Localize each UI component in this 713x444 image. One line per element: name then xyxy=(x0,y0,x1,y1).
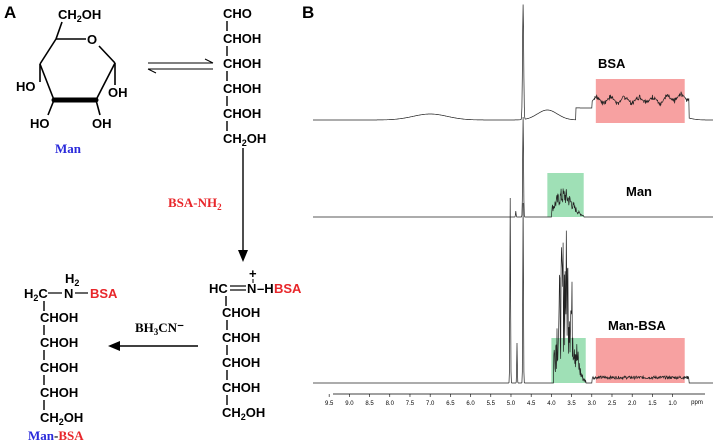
imine-plus: + xyxy=(249,266,257,281)
x-tick-label: 1.0 xyxy=(668,401,677,407)
open-chain-mannose: CHO CHOH CHOH CHOH CHOH CH2OH xyxy=(223,6,266,148)
reagent-bsa-nh2: BSA-NH2 xyxy=(168,195,222,212)
chain-group: CHOH xyxy=(222,380,260,395)
spectrum-label-man: Man xyxy=(626,184,652,199)
imine-n: N xyxy=(247,281,256,296)
ring-ho-left: HO xyxy=(16,79,36,94)
reaction-arrow-left xyxy=(108,341,198,351)
ring-ho-bottom: HO xyxy=(30,116,50,131)
x-tick-label: 9.5 xyxy=(325,401,334,407)
amine-n: N xyxy=(64,286,73,301)
imine-hc: HC xyxy=(209,281,228,296)
chain-group: CHOH xyxy=(222,355,260,370)
x-tick-label: 5.0 xyxy=(507,401,516,407)
x-tick-label: 3.0 xyxy=(588,401,597,407)
spectrum-label-bsa: BSA xyxy=(598,56,626,71)
x-tick-label: 2.0 xyxy=(628,401,637,407)
amine-bsa: BSA xyxy=(90,286,118,301)
product-label: Man-BSA xyxy=(28,428,84,443)
amine-h2c: H2C xyxy=(24,286,48,303)
chain-group: CHOH xyxy=(223,56,261,71)
x-tick-label: 5.5 xyxy=(487,401,496,407)
x-tick-label: 7.5 xyxy=(406,401,415,407)
x-tick-label: 4.5 xyxy=(527,401,536,407)
chain-group: CH2OH xyxy=(40,410,83,427)
spectrum-trace-bsa xyxy=(313,4,713,121)
chain-group: CHOH xyxy=(222,330,260,345)
equilibrium-arrows xyxy=(147,58,214,74)
highlight-region xyxy=(595,338,685,383)
chain-group: CHOH xyxy=(223,31,261,46)
chain-group: CHOH xyxy=(222,305,260,320)
imine-bsa: BSA xyxy=(274,281,302,296)
imine-chain: CHOH CHOH CHOH CHOH CH2OH xyxy=(222,296,265,422)
panel-label-a: A xyxy=(4,3,16,22)
x-tick-label: 2.5 xyxy=(608,401,617,407)
ring-oh-right: OH xyxy=(108,85,128,100)
ring-oxygen: O xyxy=(87,32,97,47)
chain-group: CHO xyxy=(223,6,252,21)
man-label: Man xyxy=(55,141,82,156)
chain-group: CHOH xyxy=(40,310,78,325)
chain-group: CH2OH xyxy=(223,131,266,148)
spectrum-trace-man xyxy=(313,116,713,218)
imine-intermediate: HC N + –H BSA xyxy=(209,266,302,296)
mannose-ring: CH2OH O HO OH HO OH xyxy=(16,7,128,131)
spectrum-label-man-bsa: Man-BSA xyxy=(608,318,666,333)
nmr-spectra: 9.5 9.0 8.5 8.0 7.5 7.0 6.5 6.0 5.5 5.0 4.5 4.0 3.5 3… xyxy=(313,4,713,407)
amine-h2: H2 xyxy=(65,271,79,288)
amine-chain: CHOH CHOH CHOH CHOH CH2OH xyxy=(40,301,83,427)
chain-group: CHOH xyxy=(40,360,78,375)
chain-group: CHOH xyxy=(40,385,78,400)
x-tick-label: 6.0 xyxy=(466,401,475,407)
chain-group: CH2OH xyxy=(222,405,265,422)
spectrum-trace-man-bsa xyxy=(313,197,713,384)
ring-oh-bottom: OH xyxy=(92,116,112,131)
panel-label-b: B xyxy=(302,3,314,22)
x-axis-unit: ppm xyxy=(691,400,703,406)
x-tick-label: 7.0 xyxy=(426,401,435,407)
ring-ch2oh: CH2OH xyxy=(58,7,101,24)
chain-group: CHOH xyxy=(223,81,261,96)
x-tick-label: 1.5 xyxy=(648,401,657,407)
imine-h: –H xyxy=(257,281,274,296)
reaction-arrow-down xyxy=(238,148,248,262)
x-tick-label: 8.0 xyxy=(386,401,395,407)
x-tick-label: 9.0 xyxy=(345,401,354,407)
x-tick-label: 4.0 xyxy=(547,401,556,407)
x-tick-label: 8.5 xyxy=(365,401,374,407)
x-tick-label: 3.5 xyxy=(567,401,576,407)
highlight-region xyxy=(595,79,685,123)
amine-product: H2C N H2 BSA xyxy=(24,271,118,303)
chain-group: CHOH xyxy=(223,106,261,121)
chain-group: CHOH xyxy=(40,335,78,350)
reagent-bh3cn: BH3CN⁻ xyxy=(135,320,184,337)
x-tick-label: 6.5 xyxy=(446,401,455,407)
